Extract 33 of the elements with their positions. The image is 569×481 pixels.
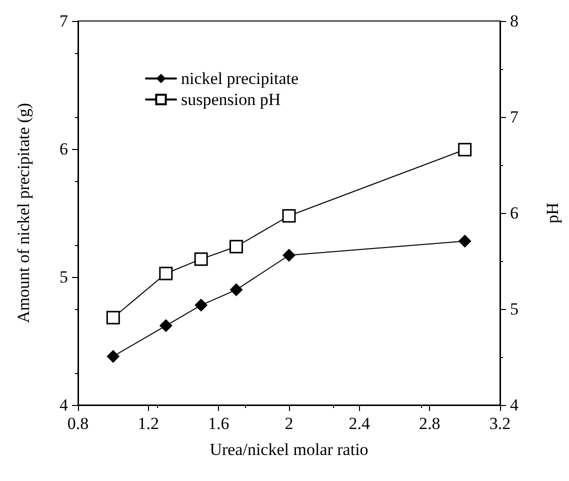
y2-tick-label: 6	[510, 204, 518, 222]
y2-tick-label: 7	[510, 108, 519, 126]
x-tick-label: 0.8	[67, 414, 89, 433]
y-tick-label: 6	[60, 140, 68, 158]
x-tick-label: 2	[284, 414, 294, 433]
x-tick-label: 3.2	[489, 414, 511, 433]
y-tick-label: 4	[60, 396, 68, 414]
point	[106, 350, 120, 363]
point	[458, 142, 472, 156]
y-tick-label: 5	[60, 268, 68, 286]
x-tick-label: 1.2	[138, 414, 159, 433]
y-axis-title: Amount of nickel precipitate (g)	[14, 103, 33, 323]
x-tick-label: 2.4	[348, 414, 370, 433]
point	[159, 319, 172, 332]
legend-label: nickel precipitate	[181, 69, 299, 88]
point	[458, 234, 472, 248]
point	[194, 298, 208, 312]
point	[282, 209, 296, 223]
point	[194, 252, 208, 266]
x-tick-label: 2.8	[419, 414, 440, 433]
y2-axis-title: pH	[543, 202, 562, 224]
x-tick-label: 1.6	[208, 414, 230, 433]
point	[106, 310, 120, 324]
y2-tick-label: 8	[510, 12, 518, 30]
y2-tick-label: 4	[510, 396, 519, 414]
x-axis-title: Urea/nickel molar ratio	[210, 440, 368, 459]
y-tick-label: 7	[60, 12, 68, 30]
point	[159, 266, 173, 280]
y2-tick-label: 5	[510, 300, 518, 318]
legend-label: suspension pH	[181, 90, 281, 109]
point	[282, 248, 296, 262]
point	[230, 283, 243, 296]
point	[230, 240, 243, 254]
